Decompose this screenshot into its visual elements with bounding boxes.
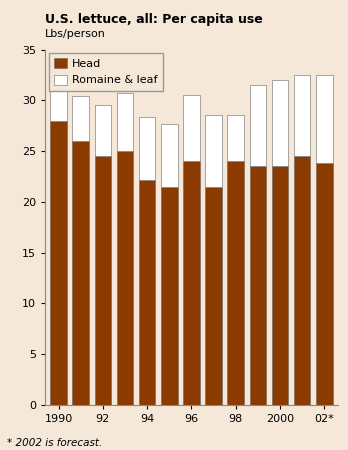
Bar <box>95 105 111 156</box>
Bar <box>183 95 200 161</box>
Bar <box>316 163 333 405</box>
Bar <box>272 166 288 405</box>
Bar <box>183 161 200 405</box>
Bar <box>161 187 177 405</box>
Text: * 2002 is forecast.: * 2002 is forecast. <box>7 438 102 448</box>
Bar <box>227 114 244 161</box>
Bar <box>139 180 156 405</box>
Bar <box>72 141 89 405</box>
Bar <box>72 96 89 141</box>
Text: U.S. lettuce, all: Per capita use: U.S. lettuce, all: Per capita use <box>45 14 263 27</box>
Bar <box>117 93 133 151</box>
Legend: Head, Romaine & leaf: Head, Romaine & leaf <box>49 53 163 91</box>
Bar <box>205 114 222 187</box>
Bar <box>50 121 67 405</box>
Bar <box>294 75 310 156</box>
Bar <box>117 151 133 405</box>
Bar <box>227 161 244 405</box>
Bar <box>205 187 222 405</box>
Bar <box>250 85 266 166</box>
Bar <box>294 156 310 405</box>
Bar <box>250 166 266 405</box>
Bar <box>272 80 288 166</box>
Bar <box>50 85 67 121</box>
Bar <box>95 156 111 405</box>
Text: Lbs/person: Lbs/person <box>45 29 106 39</box>
Bar <box>139 117 156 180</box>
Bar <box>161 124 177 187</box>
Bar <box>316 75 333 163</box>
